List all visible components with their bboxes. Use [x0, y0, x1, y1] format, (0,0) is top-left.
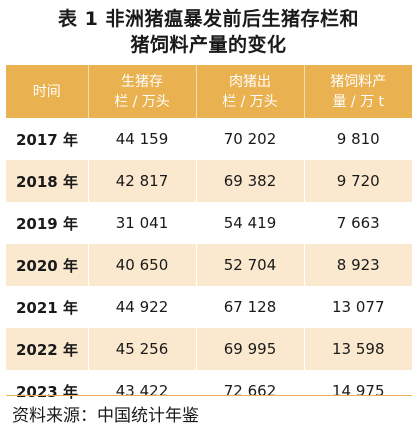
header-slaughter-line-2: 栏 / 万头 — [222, 93, 278, 110]
cell-year: 2020 年 — [6, 244, 89, 286]
cell-slaughter: 69 995 — [196, 328, 305, 370]
table-row: 2019 年 31 041 54 419 7 663 — [6, 202, 412, 244]
cell-feed: 7 663 — [304, 202, 412, 244]
table-header-row: 时间 生猪存 栏 / 万头 肉猪出 栏 / 万头 猪饲料产 量 / 万 t — [6, 65, 412, 118]
cell-feed: 8 923 — [304, 244, 412, 286]
table-title: 表 1 非洲猪瘟暴发前后生猪存栏和 猪饲料产量的变化 — [0, 6, 417, 58]
cell-year: 2021 年 — [6, 286, 89, 328]
table-row: 2018 年 42 817 69 382 9 720 — [6, 160, 412, 202]
table-row: 2020 年 40 650 52 704 8 923 — [6, 244, 412, 286]
header-time-label: 时间 — [32, 83, 61, 100]
cell-inventory: 44 159 — [88, 118, 197, 160]
table-title-line-1: 表 1 非洲猪瘟暴发前后生猪存栏和 — [58, 8, 359, 30]
header-inventory: 生猪存 栏 / 万头 — [88, 65, 197, 118]
cell-slaughter: 72 662 — [196, 370, 305, 412]
cell-slaughter: 70 202 — [196, 118, 305, 160]
header-slaughter: 肉猪出 栏 / 万头 — [196, 65, 305, 118]
header-slaughter-line-1: 肉猪出 — [229, 73, 271, 90]
table-title-line-2: 猪饲料产量的变化 — [130, 34, 287, 56]
cell-slaughter: 67 128 — [196, 286, 305, 328]
cell-inventory: 42 817 — [88, 160, 197, 202]
header-time: 时间 — [6, 65, 89, 118]
cell-year: 2022 年 — [6, 328, 89, 370]
cell-feed: 9 810 — [304, 118, 412, 160]
table-row: 2023 年 43 422 72 662 14 975 — [6, 370, 412, 412]
cell-inventory: 43 422 — [88, 370, 197, 412]
cell-inventory: 45 256 — [88, 328, 197, 370]
cell-slaughter: 69 382 — [196, 160, 305, 202]
source-note: 资料来源：中国统计年鉴 — [12, 406, 199, 426]
table-row: 2017 年 44 159 70 202 9 810 — [6, 118, 412, 160]
header-feed: 猪饲料产 量 / 万 t — [304, 65, 412, 118]
cell-year: 2018 年 — [6, 160, 89, 202]
cell-slaughter: 54 419 — [196, 202, 305, 244]
data-table: 时间 生猪存 栏 / 万头 肉猪出 栏 / 万头 猪饲料产 量 / 万 t 20… — [6, 65, 412, 412]
header-feed-line-2: 量 / 万 t — [332, 93, 385, 110]
header-feed-line-1: 猪饲料产 — [330, 73, 387, 90]
cell-inventory: 44 922 — [88, 286, 197, 328]
cell-feed: 9 720 — [304, 160, 412, 202]
cell-year: 2017 年 — [6, 118, 89, 160]
cell-inventory: 31 041 — [88, 202, 197, 244]
header-inventory-line-2: 栏 / 万头 — [114, 93, 170, 110]
cell-feed: 13 598 — [304, 328, 412, 370]
cell-feed: 13 077 — [304, 286, 412, 328]
table-row: 2021 年 44 922 67 128 13 077 — [6, 286, 412, 328]
cell-slaughter: 52 704 — [196, 244, 305, 286]
cell-year: 2023 年 — [6, 370, 89, 412]
table-row: 2022 年 45 256 69 995 13 598 — [6, 328, 412, 370]
cell-year: 2019 年 — [6, 202, 89, 244]
cell-inventory: 40 650 — [88, 244, 197, 286]
header-inventory-line-1: 生猪存 — [121, 73, 163, 90]
table-bottom-rule — [6, 395, 412, 396]
cell-feed: 14 975 — [304, 370, 412, 412]
